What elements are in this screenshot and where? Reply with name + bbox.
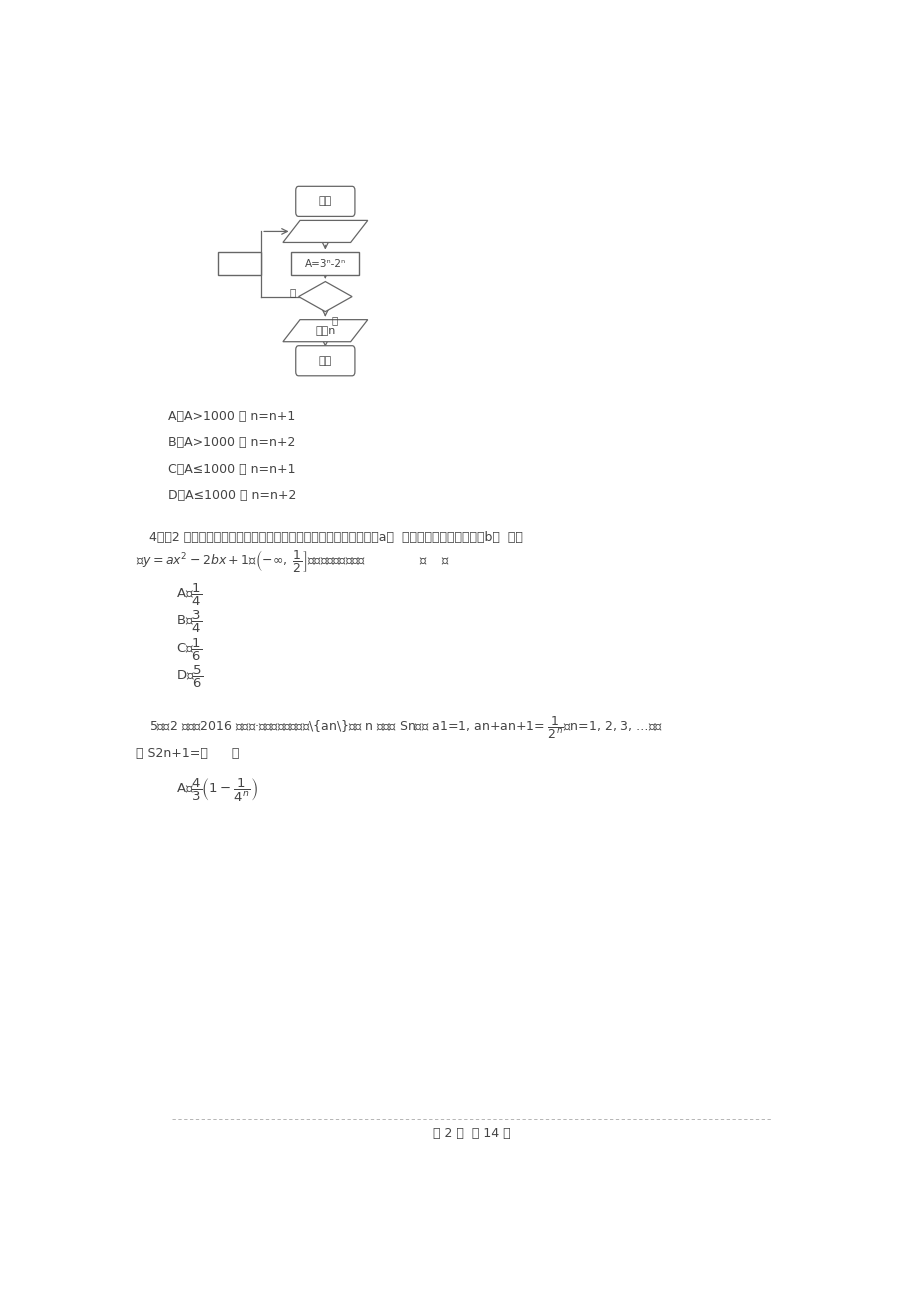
Text: 结束: 结束 — [318, 355, 332, 366]
Bar — [218, 253, 261, 275]
FancyBboxPatch shape — [295, 186, 355, 216]
Text: A．$\dfrac{1}{4}$: A．$\dfrac{1}{4}$ — [176, 582, 201, 608]
Bar — [291, 253, 358, 275]
Text: A．$\dfrac{4}{3}\left(1 - \dfrac{1}{4^n}\right)$: A．$\dfrac{4}{3}\left(1 - \dfrac{1}{4^n}\… — [176, 776, 257, 803]
FancyBboxPatch shape — [295, 346, 355, 376]
Text: 否: 否 — [331, 315, 337, 326]
Text: C．A≤1000 和 n=n+1: C．A≤1000 和 n=n+1 — [168, 462, 296, 475]
Text: B．A>1000 和 n=n+2: B．A>1000 和 n=n+2 — [168, 436, 296, 449]
Text: C．$\dfrac{1}{6}$: C．$\dfrac{1}{6}$ — [176, 637, 201, 663]
Text: A．A>1000 和 n=n+1: A．A>1000 和 n=n+1 — [168, 410, 295, 423]
Text: 第 2 页  共 14 页: 第 2 页 共 14 页 — [432, 1128, 510, 1141]
Text: 开始: 开始 — [318, 197, 332, 206]
Text: A=3ⁿ-2ⁿ: A=3ⁿ-2ⁿ — [304, 259, 346, 268]
Text: B．$\dfrac{3}{4}$: B．$\dfrac{3}{4}$ — [176, 609, 201, 635]
Text: 数$y = ax^2 - 2bx + 1$在$\left(-\infty,\ \dfrac{1}{2}\right]$上为减函数的概率是            : 数$y = ax^2 - 2bx + 1$在$\left(-\infty,\ \… — [136, 548, 450, 574]
Polygon shape — [283, 220, 368, 242]
Text: D．$\dfrac{5}{6}$: D．$\dfrac{5}{6}$ — [176, 664, 203, 690]
Text: D．A≤1000 和 n=n+2: D．A≤1000 和 n=n+2 — [168, 488, 297, 501]
Text: 4．（2 分）将一枚骰子先后抛掷两次，若第一次朝上一面的点数为a，  第二次朝上一面的点数为b，  则函: 4．（2 分）将一枚骰子先后抛掷两次，若第一次朝上一面的点数为a， 第二次朝上一… — [149, 531, 523, 544]
Polygon shape — [299, 281, 352, 311]
Text: 输出n: 输出n — [315, 326, 335, 336]
Text: 则 S2n+1=（      ）: 则 S2n+1=（ ） — [136, 747, 240, 760]
Text: 5．（2 分）（2016 高二下·汕头期中）设数列\{an\}的前 n 项和为 Sn，且 a1=1, an+an+1= $\dfrac{1}{2^n}$（n=1: 5．（2 分）（2016 高二下·汕头期中）设数列\{an\}的前 n 项和为 … — [149, 715, 663, 741]
Polygon shape — [283, 320, 368, 341]
Text: 是: 是 — [289, 288, 295, 298]
